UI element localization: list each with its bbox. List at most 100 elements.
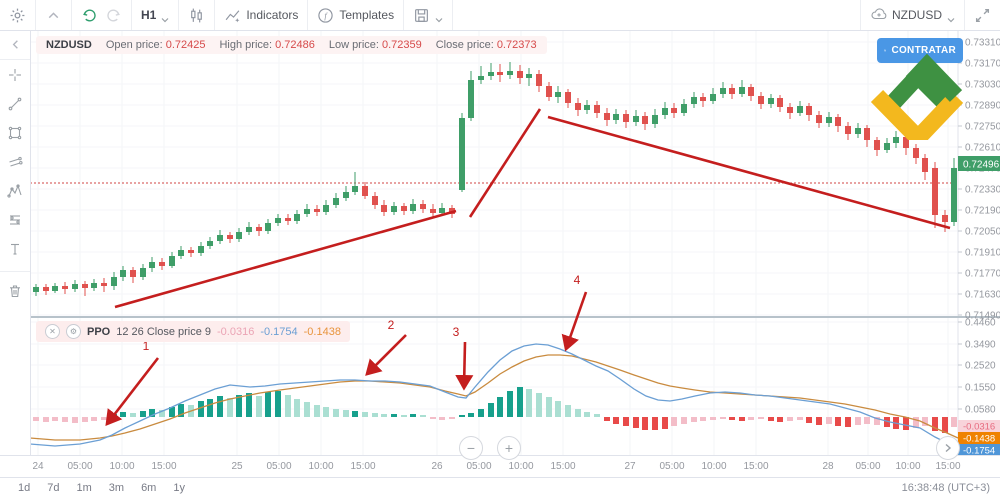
svg-text:05:00: 05:00 xyxy=(266,461,291,472)
svg-text:0.72750: 0.72750 xyxy=(965,122,1000,133)
range-6m[interactable]: 6m xyxy=(141,482,157,494)
chevron-down-icon xyxy=(435,11,443,23)
ppo-params: 12 26 Close price 9 xyxy=(116,325,212,338)
fullscreen-icon[interactable] xyxy=(974,7,991,24)
svg-text:4: 4 xyxy=(574,273,581,287)
undo-redo-group xyxy=(72,0,132,30)
svg-text:f: f xyxy=(325,10,329,20)
svg-text:10:00: 10:00 xyxy=(508,461,533,472)
clock: 16:38:48 (UTC+3) xyxy=(901,482,990,494)
svg-text:0.2520: 0.2520 xyxy=(965,361,996,372)
svg-text:-0.1754: -0.1754 xyxy=(963,446,995,457)
ppo-signal-line xyxy=(29,354,959,441)
svg-text:0.0580: 0.0580 xyxy=(965,405,996,416)
timeframe-selector[interactable]: H1 xyxy=(132,0,180,30)
up-down-arrows-icon xyxy=(884,49,887,52)
svg-text:-0.0316: -0.0316 xyxy=(963,422,995,433)
svg-text:0.73170: 0.73170 xyxy=(965,59,1000,70)
svg-text:0.72496: 0.72496 xyxy=(963,160,1000,171)
ppo-indicator-legend: ✕ ⚙ PPO 12 26 Close price 9 -0.0316 -0.1… xyxy=(36,321,350,342)
ohlc-high: High price: 0.72486 xyxy=(219,39,315,51)
svg-text:28: 28 xyxy=(822,461,834,472)
remove-indicator-icon[interactable]: ✕ xyxy=(45,324,60,339)
indicators-label: Indicators xyxy=(246,8,299,22)
ohlc-open: Open price: 0.72425 xyxy=(105,39,206,51)
svg-text:1: 1 xyxy=(143,339,150,353)
collapse-panel-button[interactable] xyxy=(0,30,30,60)
redo-icon[interactable] xyxy=(105,7,122,24)
chevron-down-icon xyxy=(947,11,955,23)
svg-text:0.71490: 0.71490 xyxy=(965,311,1000,322)
range-3m[interactable]: 3m xyxy=(108,482,125,494)
range-1d[interactable]: 1d xyxy=(18,482,31,494)
ppo-histogram xyxy=(33,387,957,433)
price-axis: 0.73310 0.73170 0.73030 0.72890 0.72750 0.726… xyxy=(958,38,1000,322)
svg-text:0.72190: 0.72190 xyxy=(965,206,1000,217)
svg-text:05:00: 05:00 xyxy=(855,461,880,472)
time-axis-labels: 24 05:00 10:00 15:00 25 05:00 10:00 15:00 26 05:0… xyxy=(32,461,961,472)
crosshair-tool[interactable] xyxy=(0,60,30,89)
templates-label: Templates xyxy=(339,8,395,22)
range-1m[interactable]: 1m xyxy=(76,482,92,494)
svg-text:0.1550: 0.1550 xyxy=(965,383,996,394)
top-toolbar: H1 Indicators f Templates NZDUSD xyxy=(0,0,1000,31)
ohlc-low: Low price: 0.72359 xyxy=(328,39,422,51)
ohlc-info-bar: NZDUSD Open price: 0.72425 High price: 0.7… xyxy=(36,36,547,54)
svg-text:10:00: 10:00 xyxy=(308,461,333,472)
chevron-down-icon xyxy=(161,11,169,23)
svg-text:0.71770: 0.71770 xyxy=(965,269,1000,280)
time-axis[interactable] xyxy=(0,455,1000,478)
svg-text:27: 27 xyxy=(624,461,636,472)
zoom-out-button[interactable]: − xyxy=(459,436,483,460)
svg-text:0.72050: 0.72050 xyxy=(965,227,1000,238)
shape-tool[interactable] xyxy=(0,118,30,147)
grid xyxy=(30,30,958,455)
svg-text:0.71630: 0.71630 xyxy=(965,290,1000,301)
collapse-group xyxy=(36,0,72,30)
ppo-title: PPO xyxy=(87,325,111,338)
templates-button[interactable]: f Templates xyxy=(308,0,405,30)
gear-icon[interactable] xyxy=(9,7,26,24)
bottom-bar: 1d 7d 1m 3m 6m 1y 16:38:48 (UTC+3) xyxy=(0,477,1000,498)
svg-text:25: 25 xyxy=(231,461,243,472)
drawing-toolbar xyxy=(0,30,31,455)
svg-text:15:00: 15:00 xyxy=(550,461,575,472)
trend-line-tool[interactable] xyxy=(0,89,30,118)
indicator-settings-gear-icon[interactable]: ⚙ xyxy=(66,324,81,339)
indicators-button[interactable]: Indicators xyxy=(215,0,309,30)
svg-text:3: 3 xyxy=(453,325,460,339)
scroll-right-button[interactable] xyxy=(936,436,960,460)
candles xyxy=(33,62,957,296)
pattern-tool[interactable] xyxy=(0,176,30,205)
candlestick-style-icon[interactable] xyxy=(188,7,205,24)
cloud-add-icon xyxy=(870,7,887,24)
save-layout-button[interactable] xyxy=(404,0,454,30)
range-7d[interactable]: 7d xyxy=(47,482,60,494)
svg-text:24: 24 xyxy=(32,461,44,472)
settings-group xyxy=(0,0,36,30)
svg-text:0.73030: 0.73030 xyxy=(965,80,1000,91)
channel-tool[interactable] xyxy=(0,147,30,176)
ppo-line xyxy=(29,343,959,449)
current-price-label xyxy=(958,156,1000,171)
trade-button[interactable]: CONTRATAR xyxy=(877,38,963,63)
fibonacci-tool[interactable] xyxy=(0,205,30,234)
chevron-up-icon[interactable] xyxy=(45,7,62,24)
symbol-label: NZDUSD xyxy=(892,8,942,22)
range-selector: 1d 7d 1m 3m 6m 1y xyxy=(0,482,185,494)
ohlc-close: Close price: 0.72373 xyxy=(435,39,537,51)
text-tool[interactable] xyxy=(0,234,30,263)
svg-text:0.72890: 0.72890 xyxy=(965,101,1000,112)
symbol-selector[interactable]: NZDUSD xyxy=(860,0,965,30)
range-1y[interactable]: 1y xyxy=(173,482,185,494)
zoom-in-button[interactable]: + xyxy=(497,436,521,460)
undo-icon[interactable] xyxy=(81,7,98,24)
svg-text:15:00: 15:00 xyxy=(743,461,768,472)
delete-drawings-button[interactable] xyxy=(0,271,30,305)
svg-text:10:00: 10:00 xyxy=(895,461,920,472)
ohlc-symbol: NZDUSD xyxy=(46,39,92,51)
svg-text:0.73310: 0.73310 xyxy=(965,38,1000,49)
svg-text:10:00: 10:00 xyxy=(109,461,134,472)
svg-text:26: 26 xyxy=(431,461,443,472)
